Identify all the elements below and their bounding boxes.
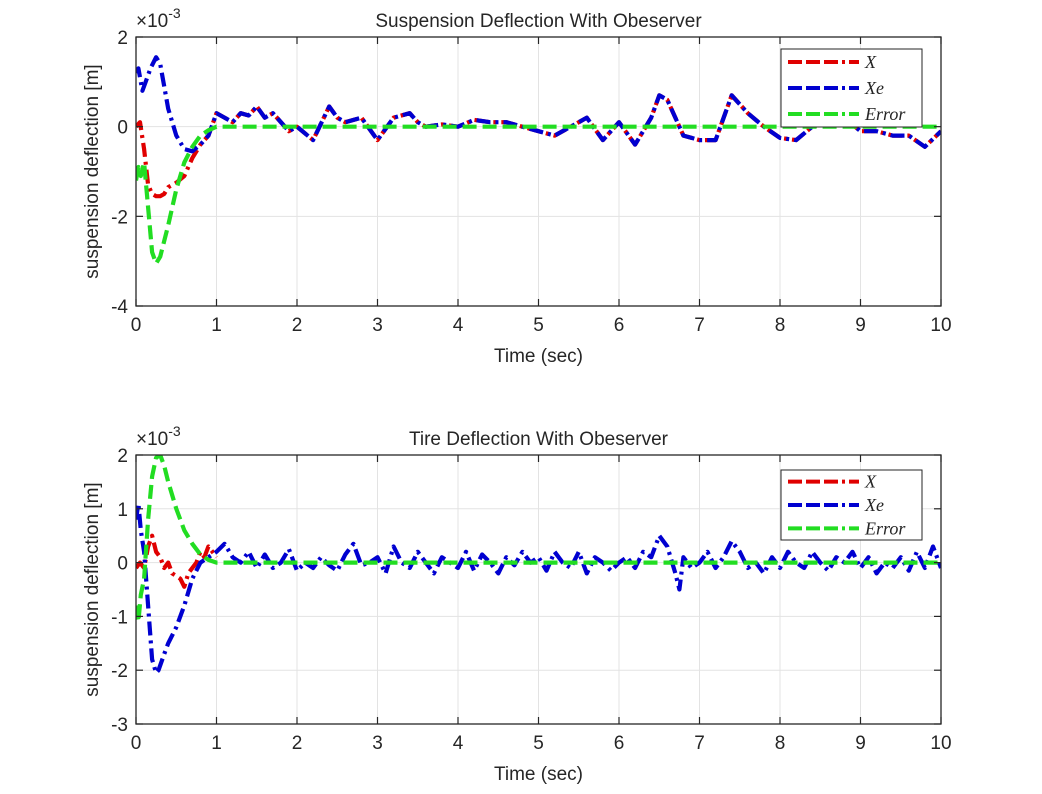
y-tick-label: -2 bbox=[111, 207, 128, 228]
legend-item-error: Error bbox=[788, 104, 906, 124]
x-tick-label: 4 bbox=[453, 733, 464, 754]
x-tick-label: 10 bbox=[930, 315, 951, 336]
series-layer bbox=[136, 455, 941, 676]
x-tick-labels: 0 1 2 3 4 5 6 7 8 9 10 bbox=[131, 733, 952, 754]
x-axis-label: Time (sec) bbox=[494, 346, 583, 367]
y-tick-label: 1 bbox=[117, 500, 128, 521]
x-tick-label: 5 bbox=[533, 733, 544, 754]
y-multiplier-exponent: -3 bbox=[168, 5, 181, 21]
y-multiplier-base: ×10 bbox=[136, 429, 168, 450]
plot-title: Suspension Deflection With Obeserver bbox=[375, 11, 702, 32]
legend-item-xe: Xe bbox=[788, 495, 884, 515]
legend-label-error: Error bbox=[864, 104, 906, 124]
x-tick-label: 3 bbox=[372, 733, 383, 754]
x-tick-label: 4 bbox=[453, 315, 464, 336]
x-tick-label: 5 bbox=[533, 315, 544, 336]
y-tick-label: -4 bbox=[111, 297, 128, 318]
x-tick-label: 9 bbox=[855, 733, 866, 754]
x-tick-label: 10 bbox=[930, 733, 951, 754]
y-tick-label: 2 bbox=[117, 446, 128, 467]
x-tick-label: 7 bbox=[694, 733, 705, 754]
legend-item-x: X bbox=[788, 52, 877, 72]
x-tick-label: 0 bbox=[131, 315, 142, 336]
plot-title: Tire Deflection With Obeserver bbox=[409, 429, 669, 450]
x-tick-label: 6 bbox=[614, 315, 625, 336]
x-tick-label: 9 bbox=[855, 315, 866, 336]
x-tick-label: 0 bbox=[131, 733, 142, 754]
legend-label-x: X bbox=[864, 472, 877, 492]
x-tick-label: 3 bbox=[372, 315, 383, 336]
x-tick-labels: 0 1 2 3 4 5 6 7 8 9 10 bbox=[131, 315, 952, 336]
series-line-x bbox=[136, 533, 219, 589]
legend: X Xe Error bbox=[780, 48, 923, 128]
y-multiplier-exponent: -3 bbox=[168, 423, 181, 439]
legend-item-error: Error bbox=[788, 518, 906, 538]
tick-marks bbox=[135, 454, 942, 725]
legend-item-x: X bbox=[788, 472, 877, 492]
y-axis-label: suspension deflection [m] bbox=[82, 482, 103, 696]
y-tick-label: -3 bbox=[111, 715, 128, 736]
legend-label-x: X bbox=[864, 52, 877, 72]
series-line-error bbox=[136, 124, 941, 266]
x-tick-label: 8 bbox=[775, 315, 786, 336]
x-tick-label: 6 bbox=[614, 733, 625, 754]
legend-label-error: Error bbox=[864, 518, 906, 538]
y-tick-label: 0 bbox=[117, 118, 128, 139]
legend: X Xe Error bbox=[780, 469, 923, 541]
x-axis-label: Time (sec) bbox=[494, 764, 583, 785]
y-multiplier-base: ×10 bbox=[136, 11, 168, 32]
y-tick-label: -2 bbox=[111, 661, 128, 682]
y-tick-label: -1 bbox=[111, 607, 128, 628]
legend-label-xe: Xe bbox=[864, 78, 884, 98]
legend-label-xe: Xe bbox=[864, 495, 884, 515]
y-multiplier-label: ×10-3 bbox=[136, 5, 181, 32]
series-layer bbox=[136, 55, 941, 266]
tick-marks bbox=[135, 36, 942, 307]
x-tick-label: 1 bbox=[211, 315, 222, 336]
x-tick-label: 2 bbox=[292, 733, 303, 754]
suspension-deflection-plot: 0 1 2 3 4 5 6 7 8 9 10 -4 -2 0 2 Suspension Deflectio… bbox=[82, 5, 952, 367]
y-axis-label: suspension deflection [m] bbox=[82, 64, 103, 278]
y-tick-label: 0 bbox=[117, 554, 128, 575]
y-tick-labels: -4 -2 0 2 bbox=[111, 28, 128, 318]
y-tick-label: 2 bbox=[117, 28, 128, 49]
x-tick-label: 8 bbox=[775, 733, 786, 754]
legend-item-xe: Xe bbox=[788, 78, 884, 98]
y-multiplier-label: ×10-3 bbox=[136, 423, 181, 450]
tire-deflection-plot: 0 1 2 3 4 5 6 7 8 9 10 -3 -2 -1 0 1 2 Tire Deflection W… bbox=[82, 423, 952, 785]
series-line-error bbox=[136, 455, 941, 624]
x-tick-label: 7 bbox=[694, 315, 705, 336]
y-tick-labels: -3 -2 -1 0 1 2 bbox=[111, 446, 128, 736]
series-line-xe bbox=[136, 501, 941, 676]
x-tick-label: 1 bbox=[211, 733, 222, 754]
x-tick-label: 2 bbox=[292, 315, 303, 336]
